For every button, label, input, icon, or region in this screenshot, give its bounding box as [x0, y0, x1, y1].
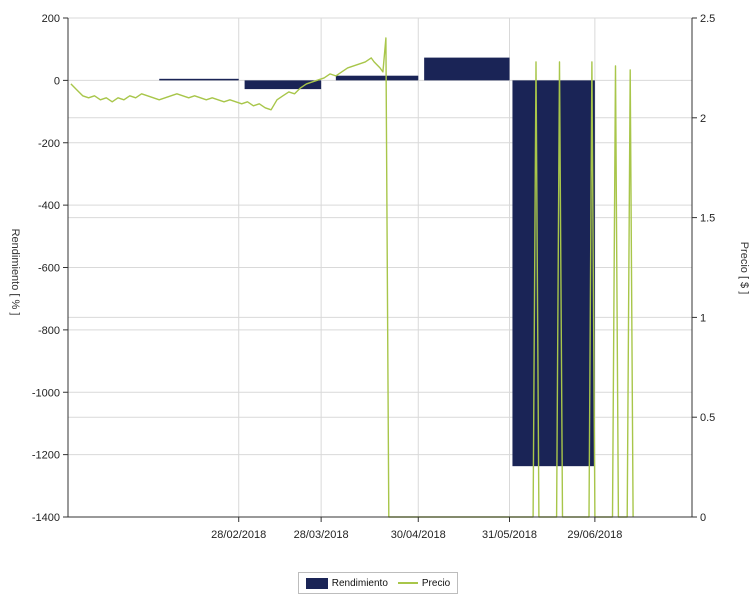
y-right-tick-label: 0.5: [700, 412, 715, 424]
y-left-tick-label: -1200: [32, 450, 60, 462]
bar-rendimiento: [335, 75, 419, 81]
grid-layer: [68, 17, 692, 518]
y-right-tick-label: 0: [700, 512, 706, 524]
bar-rendimiento: [159, 78, 239, 81]
y-right-tick-label: 2.5: [700, 13, 715, 25]
legend-swatch-bar: [305, 577, 328, 589]
y-right-tick-label: 2: [700, 113, 706, 125]
y-left-tick-label: -400: [38, 200, 60, 212]
bar-rendimiento: [244, 80, 322, 90]
y-left-tick-label: -1000: [32, 387, 60, 399]
bar-rendimiento: [512, 80, 595, 467]
bar-rendimiento: [424, 57, 510, 81]
x-tick-label: 28/03/2018: [294, 529, 349, 541]
y-right-axis-title: Precio [ $ ]: [738, 242, 749, 295]
legend-item-rendimiento: Rendimiento: [305, 577, 388, 589]
legend-item-precio: Precio: [397, 577, 451, 589]
x-tick-label: 28/02/2018: [211, 529, 266, 541]
y-left-tick-label: -800: [38, 325, 60, 337]
y-right-tick-label: 1.5: [700, 213, 715, 225]
legend-label-rendimiento: Rendimiento: [331, 577, 388, 589]
legend-label-precio: Precio: [421, 577, 451, 589]
legend: Rendimiento Precio: [298, 572, 458, 594]
y-left-tick-label: -200: [38, 138, 60, 150]
y-left-axis-title: Rendimiento [ % ]: [9, 229, 21, 316]
y-left-tick-label: -1400: [32, 512, 60, 524]
y-left-tick-label: -600: [38, 263, 60, 275]
bar-layer: [159, 57, 595, 467]
y-left-tick-label: 200: [42, 13, 60, 25]
x-tick-label: 30/04/2018: [391, 529, 446, 541]
y-left-tick-label: 0: [54, 75, 60, 87]
legend-swatch-line: [397, 582, 418, 584]
x-tick-label: 29/06/2018: [567, 529, 622, 541]
axis-layer: 200 0 -200 -400 -600 -800 -1000 -1200 -1400 2.5 2 1…: [32, 13, 715, 541]
x-tick-label: 31/05/2018: [482, 529, 537, 541]
y-right-tick-label: 1: [700, 312, 706, 324]
